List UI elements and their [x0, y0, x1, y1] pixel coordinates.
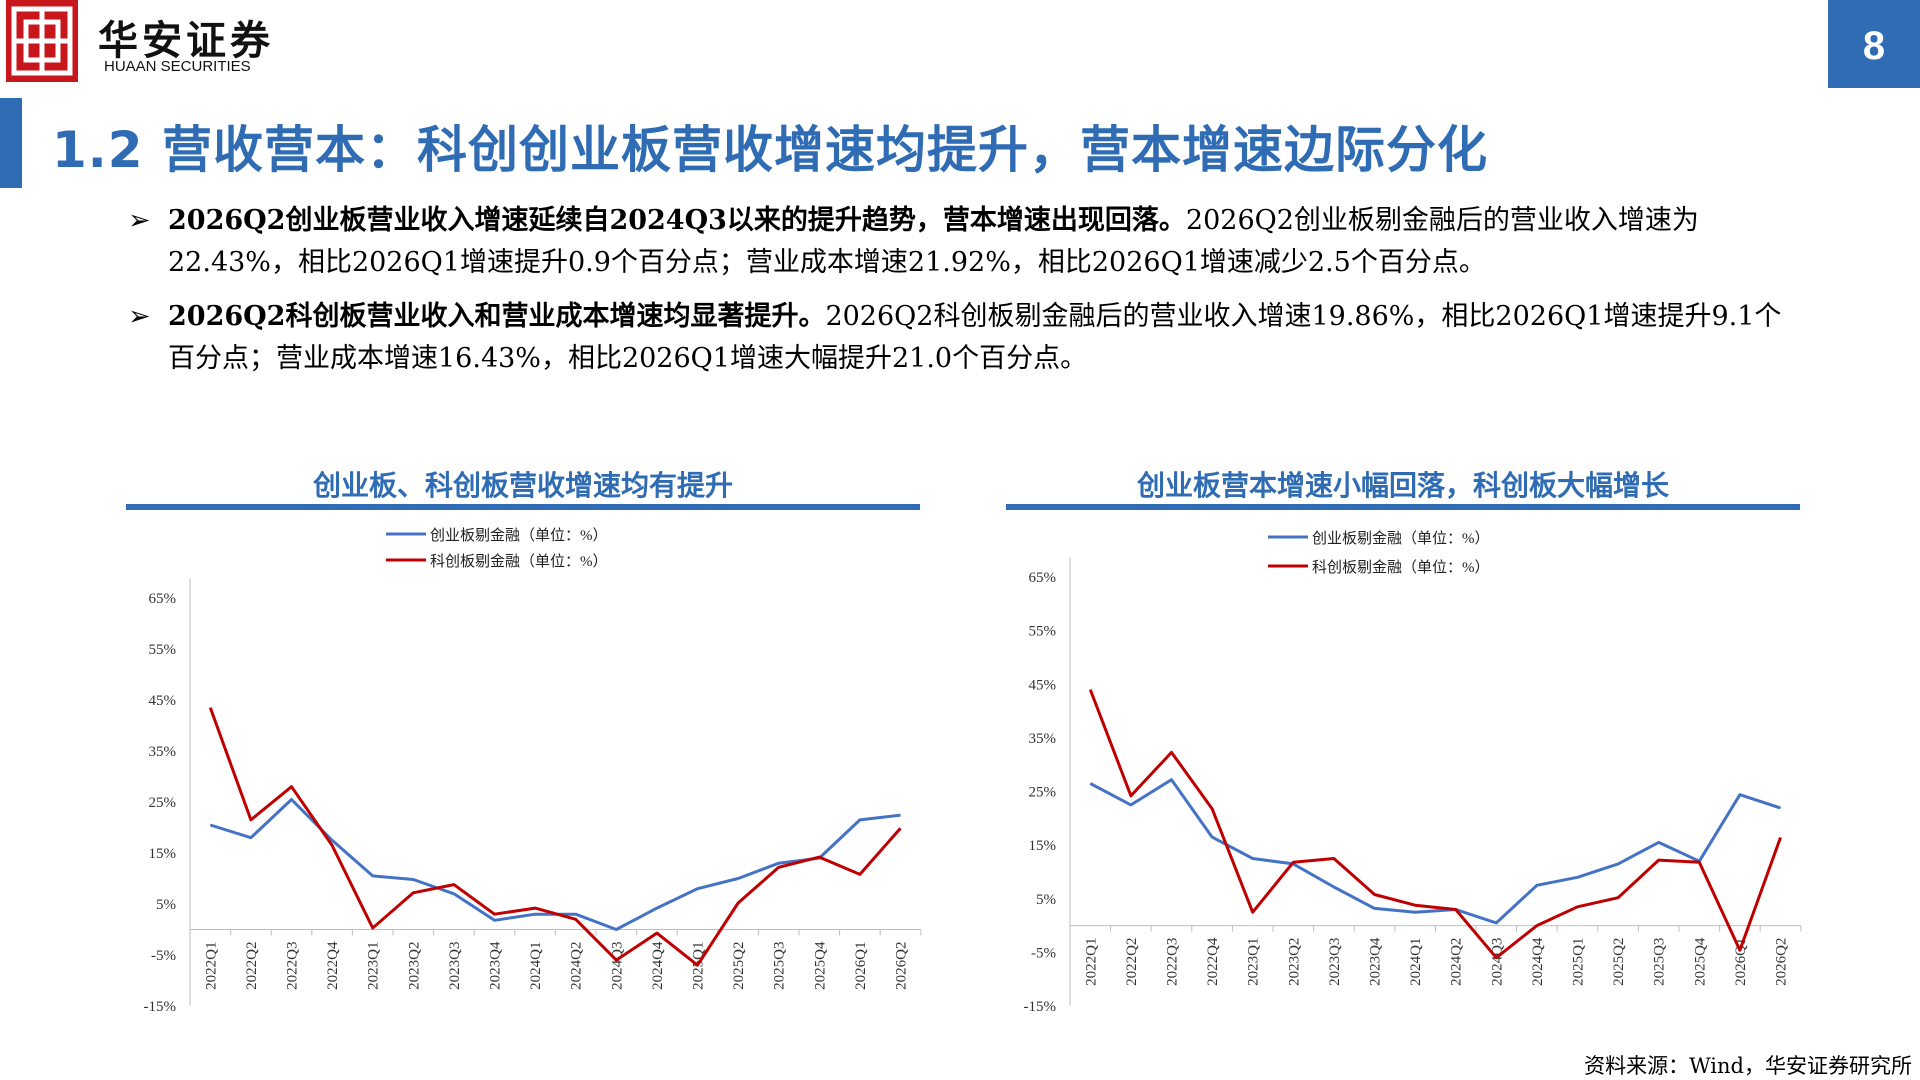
chart-1-x-tick-label: 2023Q4 — [488, 941, 504, 990]
huaan-logo-icon — [6, 0, 78, 82]
chart-1-x-tick-label: 2024Q2 — [569, 942, 585, 990]
chart-1-series-line-2 — [208, 707, 902, 967]
chart-2-x-tick-label: 2025Q2 — [1611, 938, 1627, 986]
chart-2-x-tick-label: 2023Q4 — [1368, 937, 1384, 986]
bullet-2-bold: 2026Q2科创板营业收入和营业成本增速均显著提升。 — [168, 301, 826, 332]
chart-1-y-tick-label: 35% — [149, 744, 177, 760]
chart-2-title: 创业板营本增速小幅回落，科创板大幅增长 — [1136, 469, 1669, 502]
chart-2-x-tick-label: 2025Q3 — [1652, 938, 1668, 986]
chart-1-rule — [126, 504, 920, 510]
chart-1-x-tick-label: 2022Q2 — [244, 942, 260, 990]
chart-2-rule — [1006, 504, 1800, 510]
chart-1-x-tick-label: 2026Q2 — [894, 942, 910, 990]
chart-2-legend-label-2: 科创板剔金融（单位：%） — [1312, 558, 1490, 576]
chart-1-y-tick-label: 25% — [149, 795, 177, 811]
chart-2-x-tick-label: 2022Q1 — [1083, 938, 1099, 986]
chart-1-x-tick-label: 2025Q3 — [772, 942, 788, 990]
bullet-arrow-icon: ➢ — [128, 301, 151, 332]
bullet-1: ➢ 2026Q2创业板营业收入增速延续自2024Q3以来的提升趋势，营本增速出现… — [128, 200, 1788, 284]
chart-2-y-tick-label: 5% — [1036, 892, 1056, 908]
chart-1-x-tick-label: 2023Q1 — [366, 942, 382, 990]
chart-1-y-tick-label: 55% — [149, 642, 177, 658]
chart-2-x-tick-label: 2025Q4 — [1692, 937, 1708, 986]
chart-2-legend-label-1: 创业板剔金融（单位：%） — [1312, 529, 1490, 547]
chart-2-y-tick-label: 15% — [1029, 838, 1057, 854]
chart-1-y-tick-label: 15% — [149, 846, 177, 862]
chart-1-y-tick-label: 65% — [149, 591, 177, 607]
chart-1-y-tick-label: -15% — [144, 999, 177, 1015]
brand-name-en: HUAAN SECURITIES — [104, 58, 251, 75]
bullet-2-text: 2026Q2科创板剔金融后的营业收入增速19.86%，相比2026Q1增速提升9… — [168, 301, 1782, 374]
chart-2-x-tick-label: 2026Q1 — [1733, 938, 1749, 986]
chart-1-x-tick-label: 2024Q3 — [609, 942, 625, 990]
chart-2-x-tick-label: 2024Q1 — [1408, 938, 1424, 986]
source-note: 资料来源：Wind，华安证券研究所 — [1584, 1054, 1912, 1078]
chart-1-x-tick-label: 2026Q1 — [853, 942, 869, 990]
chart-1-x-tick-label: 2022Q4 — [325, 941, 341, 990]
chart-2-y-tick-label: 45% — [1029, 677, 1057, 693]
chart-2-x-tick-label: 2023Q2 — [1286, 938, 1302, 986]
chart-1-y-tick-label: -5% — [151, 948, 176, 964]
chart-2-x-tick-label: 2022Q4 — [1205, 937, 1221, 986]
chart-1-x-tick-label: 2022Q1 — [203, 942, 219, 990]
chart-1-x-tick-label: 2024Q1 — [528, 942, 544, 990]
chart-2-y-tick-label: -15% — [1024, 999, 1057, 1015]
title-accent-bar — [0, 98, 22, 188]
chart-1-x-tick-label: 2023Q2 — [406, 942, 422, 990]
chart-1-y-tick-label: 5% — [156, 897, 176, 913]
chart-2-y-tick-label: 35% — [1029, 731, 1057, 747]
chart-1-y-tick-label: 45% — [149, 693, 177, 709]
chart-2-x-tick-label: 2025Q1 — [1571, 938, 1587, 986]
chart-2-series-line-2 — [1088, 689, 1782, 960]
chart-2-x-tick-label: 2022Q2 — [1124, 938, 1140, 986]
chart-1-legend-label-2: 科创板剔金融（单位：%） — [430, 552, 608, 570]
chart-1-x-tick-label: 2025Q4 — [812, 941, 828, 990]
chart-2-y-tick-label: 55% — [1029, 624, 1057, 640]
page-number: 8 — [1828, 0, 1920, 88]
chart-2-series-line-1 — [1089, 778, 1781, 925]
chart-1-title: 创业板、科创板营收增速均有提升 — [312, 469, 733, 502]
chart-1: 创业板剔金融（单位：%） 科创板剔金融（单位：%） 65% 55% 45% 35% 25% 1… — [144, 526, 922, 1015]
chart-2-x-tick-label: 2026Q2 — [1774, 938, 1790, 986]
chart-1-x-tick-label: 2023Q3 — [447, 942, 463, 990]
bullet-1-bold: 2026Q2创业板营业收入增速延续自2024Q3以来的提升趋势，营本增速出现回落… — [168, 205, 1186, 236]
page-title: 1.2 营收营本：科创创业板营收增速均提升，营本增速边际分化 — [52, 121, 1488, 179]
chart-2-y-tick-label: -5% — [1031, 945, 1056, 961]
chart-2-x-tick-label: 2023Q1 — [1246, 938, 1262, 986]
chart-1-legend-label-1: 创业板剔金融（单位：%） — [430, 526, 608, 544]
chart-2-x-tick-label: 2024Q4 — [1530, 937, 1546, 986]
chart-2-x-tick-label: 2024Q2 — [1449, 938, 1465, 986]
chart-2-y-tick-label: 65% — [1029, 570, 1057, 586]
chart-2-x-tick-label: 2023Q3 — [1327, 938, 1343, 986]
bullet-2: ➢ 2026Q2科创板营业收入和营业成本增速均显著提升。2026Q2科创板剔金融… — [128, 296, 1788, 380]
chart-2: 创业板剔金融（单位：%） 科创板剔金融（单位：%） 65% 55% 45% 35% 25% 1… — [1024, 529, 1802, 1015]
chart-1-x-tick-label: 2024Q4 — [650, 941, 666, 990]
bullet-arrow-icon: ➢ — [128, 205, 151, 236]
chart-1-x-tick-label: 2025Q2 — [731, 942, 747, 990]
chart-1-x-tick-label: 2022Q3 — [285, 942, 301, 990]
chart-2-x-tick-label: 2024Q3 — [1489, 938, 1505, 986]
brand-name-cn: 华安证券 — [98, 18, 274, 64]
bullet-1-text: 2026Q2创业板剔金融后的营业收入增速为22.43%，相比2026Q1增速提升… — [168, 205, 1699, 278]
chart-2-y-tick-label: 25% — [1029, 785, 1057, 801]
chart-2-x-tick-label: 2022Q3 — [1165, 938, 1181, 986]
